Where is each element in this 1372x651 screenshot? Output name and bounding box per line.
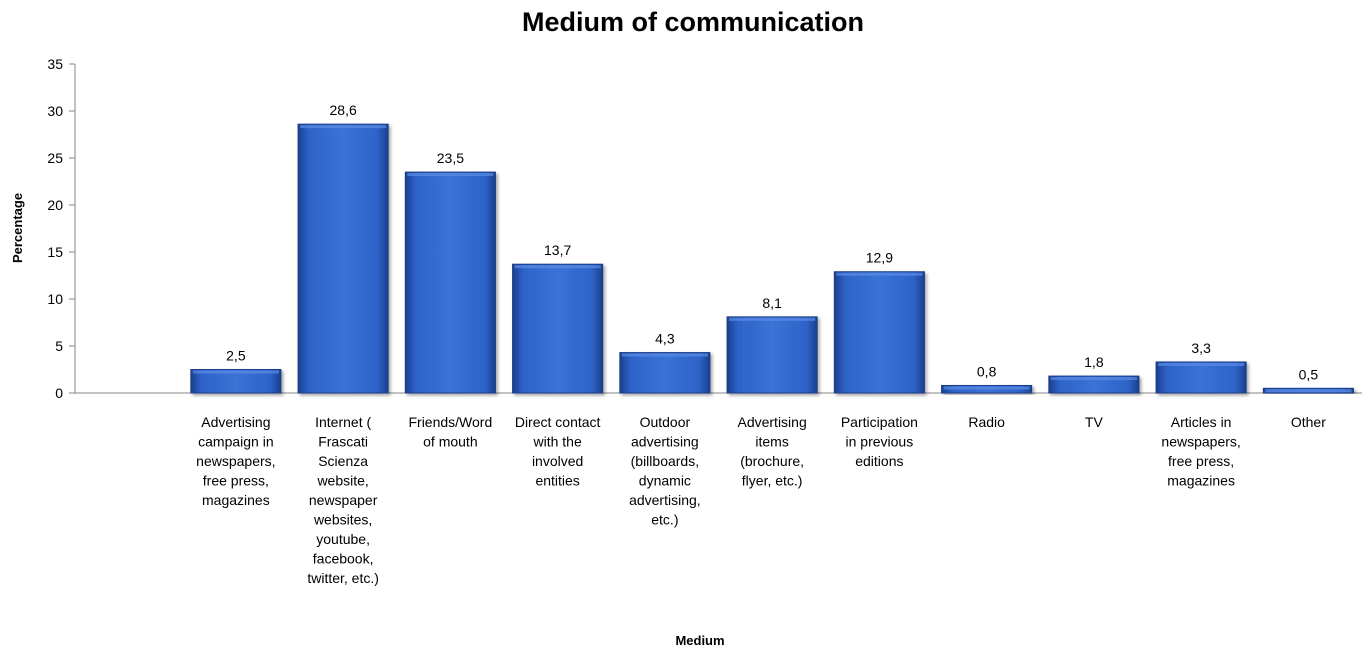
category-label-line: in previous xyxy=(846,434,914,450)
category-label-line: free press, xyxy=(1168,453,1234,469)
category-label-line: Direct contact xyxy=(515,414,601,430)
data-label: 12,9 xyxy=(866,250,893,266)
category-label-line: magazines xyxy=(202,492,270,508)
category-label-line: TV xyxy=(1085,414,1104,430)
category-label-line: (billboards, xyxy=(631,453,699,469)
category-label-line: flyer, etc.) xyxy=(742,473,803,489)
y-tick-label: 25 xyxy=(47,150,63,166)
category-label-line: Friends/Word xyxy=(408,414,492,430)
category-label: Advertising items (brochure, flyer, etc.) xyxy=(737,414,806,489)
category-label: Advertising campaign in newspapers, free pr… xyxy=(196,414,275,508)
category-label-line: youtube, xyxy=(316,531,370,547)
bar-highlight xyxy=(1050,377,1137,381)
category-label-line: Frascati xyxy=(318,434,368,450)
category-label-line: websites, xyxy=(313,512,372,528)
data-label: 0,8 xyxy=(977,363,997,379)
category-label-line: website, xyxy=(316,473,368,489)
category-label: Outdoor advertising (billboards, dynamic adv… xyxy=(629,414,701,528)
y-tick-label: 10 xyxy=(47,291,63,307)
bar-highlight xyxy=(943,386,1030,390)
category-label: Direct contact with the involved entities xyxy=(515,414,601,489)
bar xyxy=(512,263,604,394)
bar-highlight xyxy=(621,353,708,357)
category-label-line: dynamic xyxy=(639,473,691,489)
bar-highlight xyxy=(729,317,816,321)
bar-highlight xyxy=(1265,389,1352,393)
bar-highlight xyxy=(514,265,601,269)
category-label-line: Advertising xyxy=(201,414,270,430)
category-label: Friends/Word of mouth xyxy=(408,414,492,450)
category-label-line: editions xyxy=(855,453,903,469)
data-label: 2,5 xyxy=(226,348,246,364)
bar-highlight xyxy=(407,173,494,177)
y-axis-label: Percentage xyxy=(10,193,25,263)
data-label: 8,1 xyxy=(762,295,782,311)
category-label-line: facebook, xyxy=(313,551,374,567)
y-tick-label: 5 xyxy=(55,338,63,354)
y-tick-label: 0 xyxy=(55,385,63,401)
bar xyxy=(833,271,925,394)
category-label-line: campaign in xyxy=(198,434,274,450)
chart-title: Medium of communication xyxy=(522,7,864,37)
data-label: 1,8 xyxy=(1084,354,1104,370)
category-label: Participation in previous editions xyxy=(841,414,918,469)
data-label: 3,3 xyxy=(1191,340,1211,356)
data-label: 23,5 xyxy=(437,150,464,166)
bar-highlight xyxy=(836,272,923,276)
category-label-line: entities xyxy=(535,473,579,489)
data-label: 4,3 xyxy=(655,331,675,347)
category-label-line: items xyxy=(755,434,788,450)
category-label-line: Radio xyxy=(968,414,1005,430)
category-label-line: Articles in xyxy=(1171,414,1232,430)
data-label: 28,6 xyxy=(330,102,357,118)
category-label-line: magazines xyxy=(1167,473,1235,489)
bar-highlight xyxy=(192,370,279,374)
category-label-line: Scienza xyxy=(318,453,368,469)
category-label-line: newspapers, xyxy=(1161,434,1240,450)
bar xyxy=(190,369,282,394)
x-axis-label: Medium xyxy=(675,633,724,648)
category-label-line: free press, xyxy=(203,473,269,489)
category-label-line: etc.) xyxy=(651,512,678,528)
bar-highlight xyxy=(300,125,387,129)
category-label-line: newspapers, xyxy=(196,453,275,469)
category-label-line: Internet ( xyxy=(315,414,371,430)
category-label-line: newspaper xyxy=(309,492,378,508)
category-label-line: twitter, etc.) xyxy=(307,570,379,586)
y-tick-label: 35 xyxy=(47,56,63,72)
category-label-line: advertising, xyxy=(629,492,701,508)
bar xyxy=(619,352,711,394)
data-label: 0,5 xyxy=(1299,366,1319,382)
category-label-line: advertising xyxy=(631,434,699,450)
bar xyxy=(1155,361,1247,394)
bar xyxy=(404,171,496,394)
y-tick-label: 20 xyxy=(47,197,63,213)
bar-highlight xyxy=(1158,362,1245,366)
category-label-line: with the xyxy=(533,434,582,450)
category-label: Articles in newspapers, free press, magazin… xyxy=(1161,414,1240,489)
category-label: TV xyxy=(1085,414,1104,430)
bar xyxy=(726,316,818,394)
category-label-line: of mouth xyxy=(423,434,477,450)
bar xyxy=(1048,375,1140,394)
category-label-line: involved xyxy=(532,453,583,469)
category-label-line: Participation xyxy=(841,414,918,430)
category-label: Other xyxy=(1291,414,1326,430)
y-tick-label: 30 xyxy=(47,103,63,119)
category-label-line: (brochure, xyxy=(740,453,804,469)
category-label-line: Outdoor xyxy=(640,414,691,430)
category-label-line: Advertising xyxy=(737,414,806,430)
bar xyxy=(297,123,389,394)
y-tick-label: 15 xyxy=(47,244,63,260)
data-label: 13,7 xyxy=(544,242,571,258)
category-label: Radio xyxy=(968,414,1005,430)
category-label: Internet ( Frascati Scienza website, newspap… xyxy=(307,414,379,586)
category-label-line: Other xyxy=(1291,414,1326,430)
